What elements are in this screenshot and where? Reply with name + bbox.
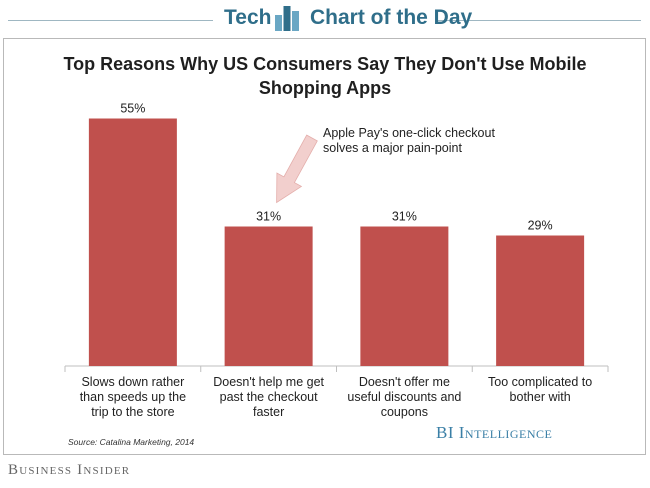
banner-chart-of-the-day-label: Chart of the Day (310, 6, 473, 29)
data-label: 29% (528, 219, 553, 233)
annotation-arrow-icon (276, 134, 318, 204)
chart-title: Top Reasons Why US Consumers Say They Do… (63, 54, 587, 98)
source-note: Source: Catalina Marketing, 2014 (68, 437, 195, 447)
category-label: Doesn't offer me useful discounts and co… (347, 375, 462, 419)
banner-divider-right (436, 20, 641, 21)
bar (360, 226, 449, 366)
business-insider-text: Business Insider (8, 462, 131, 478)
data-label: 31% (392, 210, 417, 224)
banner-tech-label: Tech (224, 6, 272, 29)
bar (496, 235, 585, 366)
banner-divider-left (8, 20, 213, 21)
chart-annotation: Apple Pay's one-click checkout solves a … (323, 126, 495, 155)
category-label: Too complicated to bother with (488, 375, 593, 404)
category-label: Doesn't help me get past the checkout fa… (213, 375, 325, 419)
bi-intelligence-text: BI Intelligence (436, 423, 553, 442)
data-label: 31% (256, 210, 281, 224)
category-label: Slows down rather than speeds up the tri… (79, 375, 187, 419)
bar (224, 226, 313, 366)
bar (88, 118, 177, 366)
bar-chart-icon (275, 6, 299, 31)
bi-intelligence-logo: BI Intelligence (436, 423, 552, 443)
data-label: 55% (120, 102, 145, 116)
business-insider-logo: Business Insider (8, 462, 130, 479)
